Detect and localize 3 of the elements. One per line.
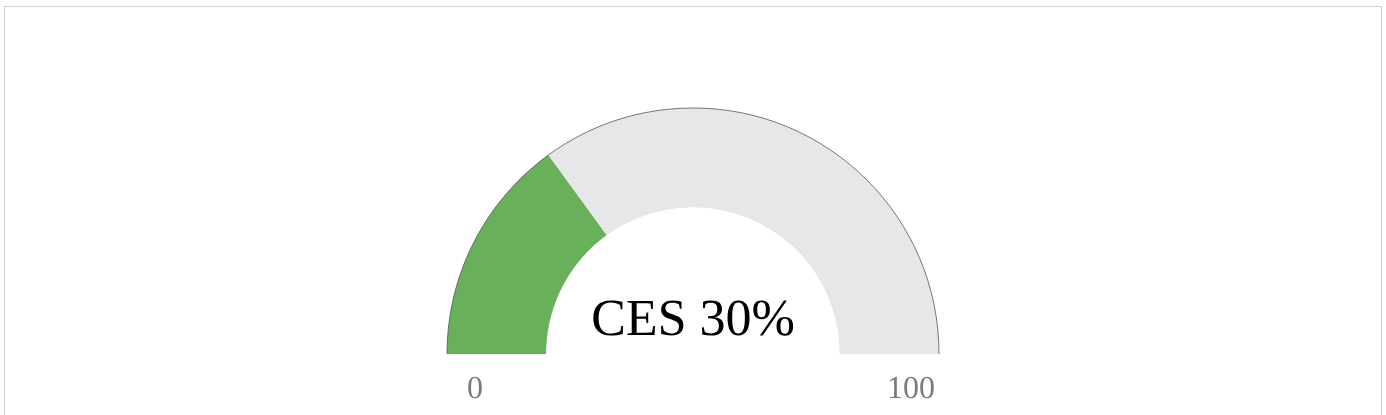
text: 0 xyxy=(468,376,482,399)
text: 100 xyxy=(889,376,934,399)
text: CES 30% xyxy=(593,300,794,336)
